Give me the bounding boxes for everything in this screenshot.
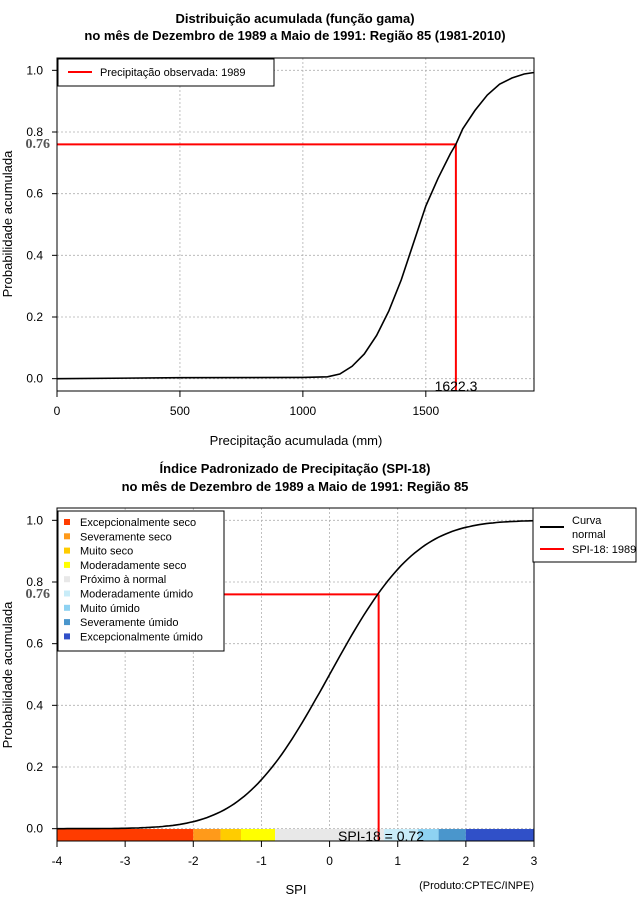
chart1-x-axis-label: Precipitação acumulada (mm)	[210, 433, 383, 448]
spi-category-band	[465, 829, 534, 841]
chart1-legend: Precipitação observada: 1989	[57, 58, 275, 87]
spi-category-swatch	[64, 576, 70, 583]
spi-category-label: Muito úmido	[80, 603, 140, 615]
legend-spi-label: SPI-18: 1989	[572, 544, 636, 556]
spi-category-label: Severamente úmido	[80, 617, 178, 629]
chart2-plot-area	[56, 507, 535, 842]
chart2-title: Índice Padronizado de Precipitação (SPI-…	[160, 461, 431, 476]
legend-curve-normal-label-1: Curva	[572, 515, 602, 527]
chart1-legend-box	[57, 58, 275, 87]
chart2-x-tick-label: -2	[188, 854, 199, 868]
chart2-x-tick-label: 2	[463, 854, 470, 868]
chart2-y-tick-label: 0.4	[26, 698, 43, 712]
chart1-subtitle: no mês de Dezembro de 1989 a Maio de 199…	[84, 28, 505, 43]
chart2-subtitle: no mês de Dezembro de 1989 a Maio de 199…	[122, 479, 469, 494]
spi-line-legend-box	[532, 507, 637, 563]
spi-category-swatch	[64, 547, 70, 554]
spi-category-band	[240, 829, 276, 841]
spi-category-label: Excepcionalmente úmido	[80, 631, 203, 643]
chart1-x-tick-label: 1000	[290, 404, 317, 418]
chart2-x-axis-label: SPI	[286, 882, 307, 897]
chart2-x-tick-label: -1	[256, 854, 267, 868]
chart2-x-tick-label: -3	[120, 854, 131, 868]
chart1-y-tick-label: 0.6	[26, 187, 43, 201]
chart1-legend-label: Precipitação observada: 1989	[100, 67, 246, 79]
chart2-observed-y-label: 0.76	[26, 587, 51, 602]
spi-chart: Índice Padronizado de Precipitação (SPI-…	[0, 461, 637, 897]
chart1-y-tick-label: 0.8	[26, 125, 43, 139]
chart2-y-axis-label: Probabilidade acumulada	[0, 601, 15, 748]
chart2-y-tick-label: 0.0	[26, 822, 43, 836]
chart2-y-tick-label: 0.2	[26, 760, 43, 774]
spi-category-band	[438, 829, 466, 841]
spi-category-swatch	[64, 619, 70, 626]
spi-category-swatch	[64, 604, 70, 611]
chart1-y-axis-label: Probabilidade acumulada	[0, 150, 15, 297]
chart1-observed-x-label: 1622.3	[435, 378, 478, 394]
chart1-y-tick-label: 0.2	[26, 310, 43, 324]
spi-category-label: Muito seco	[80, 546, 133, 558]
spi-category-legend-box	[57, 510, 225, 652]
spi-line-legend: Curva normal SPI-18: 1989	[532, 507, 637, 563]
spi-category-band	[275, 829, 385, 841]
chart2-x-tick-label: 3	[531, 854, 538, 868]
spi-category-swatch	[64, 519, 70, 525]
chart1-x-tick-label: 0	[54, 404, 61, 418]
normal-cdf-curve	[57, 519, 535, 830]
gamma-cdf-chart: Distribuição acumulada (função gama) no …	[0, 11, 535, 448]
chart2-y-tick-label: 1.0	[26, 513, 43, 527]
gamma-cdf-curve	[56, 71, 535, 380]
chart2-x-tick-label: -4	[52, 854, 63, 868]
spi-category-label: Moderadamente seco	[80, 560, 186, 572]
product-credit: (Produto:CPTEC/INPE)	[419, 880, 534, 892]
spi-category-swatch	[64, 633, 70, 640]
chart1-y-tick-label: 0.4	[26, 248, 43, 262]
spi-category-label: Moderadamente úmido	[80, 589, 193, 601]
chart1-y-tick-label: 0.0	[26, 372, 43, 386]
spi-category-swatch	[64, 561, 70, 568]
chart2-x-tick-label: 1	[394, 854, 401, 868]
spi-category-legend: Excepcionalmente seco Severamente seco Mui…	[57, 510, 225, 652]
spi-category-band	[220, 829, 241, 841]
spi-category-band	[418, 829, 439, 841]
chart2-y-tick-label: 0.8	[26, 575, 43, 589]
chart1-x-tick-label: 500	[170, 404, 190, 418]
chart1-title: Distribuição acumulada (função gama)	[175, 11, 414, 26]
chart1-y-tick-label: 1.0	[26, 63, 43, 77]
spi-category-label: Próximo à normal	[80, 574, 166, 586]
spi-category-swatch	[64, 533, 70, 540]
spi-category-label: Severamente seco	[80, 531, 172, 543]
spi-category-band	[193, 829, 221, 841]
spi-category-band	[57, 829, 194, 841]
chart1-plot-area	[56, 57, 535, 392]
chart1-x-tick-label: 1500	[412, 404, 439, 418]
spi-category-swatch	[64, 590, 70, 597]
chart1-observed-y-label: 0.76	[26, 137, 51, 152]
spi-value-label: SPI-18 = 0.72	[338, 828, 424, 844]
chart2-y-tick-label: 0.6	[26, 637, 43, 651]
legend-curve-normal-label-2: normal	[572, 529, 606, 541]
spi-category-label: Excepcionalmente seco	[80, 517, 196, 529]
spi-category-band	[384, 829, 419, 841]
chart2-x-tick-label: 0	[326, 854, 333, 868]
